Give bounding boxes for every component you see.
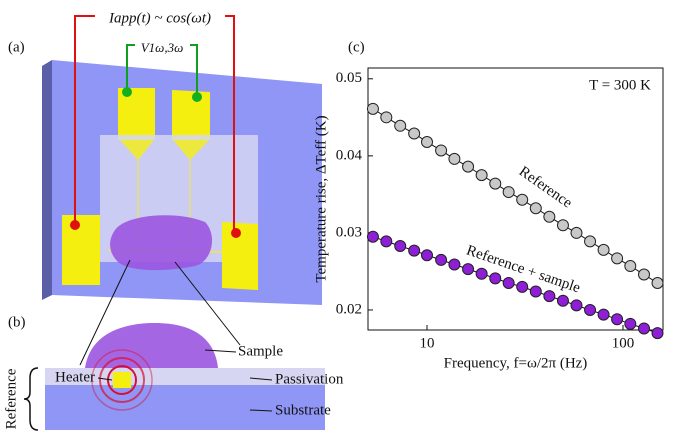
pad: [62, 215, 100, 285]
x-axis-label: Frequency, f=ω/2π (Hz): [444, 355, 588, 371]
brace: [24, 368, 38, 430]
substrate-label: Substrate: [275, 402, 331, 418]
chart: (c) 0.02 0.03 0.04 0.05 10 100 Frequency, f=ω/2…: [313, 39, 663, 371]
y-axis-label: Temperature rise, ΔTeff (K): [313, 115, 329, 282]
data-point: [381, 112, 392, 123]
data-point: [652, 328, 663, 339]
data-point: [449, 259, 460, 270]
data-point: [422, 250, 433, 261]
device-diagram: [42, 8, 322, 365]
data-point: [449, 153, 460, 164]
data-point: [544, 291, 555, 302]
contact: [231, 228, 241, 238]
data-point: [463, 161, 474, 172]
heater-label: Heater: [55, 369, 95, 385]
data-point: [367, 103, 378, 114]
sample-dome: [85, 323, 218, 368]
data-point: [557, 220, 568, 231]
heater-block: [113, 372, 131, 388]
panel-label: (b): [8, 314, 26, 330]
passivation-label: Passivation: [275, 371, 344, 387]
x-tick-label: 100: [612, 335, 635, 351]
data-point: [409, 245, 420, 256]
data-point: [612, 314, 623, 325]
data-point: [367, 231, 378, 242]
contact: [70, 220, 80, 230]
pad: [172, 90, 210, 140]
data-point: [612, 253, 623, 264]
data-point: [598, 244, 609, 255]
data-point: [436, 254, 447, 265]
data-point: [585, 236, 596, 247]
data-point: [639, 269, 650, 280]
data-point: [625, 261, 636, 272]
panel-label: (a): [8, 39, 25, 55]
plot-frame: [368, 68, 663, 330]
voltage-label: V1ω,3ω: [141, 40, 184, 55]
data-point: [503, 277, 514, 288]
data-point: [585, 304, 596, 315]
substrate-edge: [42, 60, 52, 300]
data-point: [517, 194, 528, 205]
data-point: [652, 277, 663, 288]
data-point: [381, 236, 392, 247]
pad: [118, 88, 155, 140]
data-point: [436, 145, 447, 156]
data-point: [395, 120, 406, 131]
contact: [122, 87, 132, 97]
figure: (a) (b) Iapp(t) ~ cos(ωt) V1ω,3ω Sample …: [0, 0, 676, 431]
y-tick-label: 0.05: [336, 70, 362, 86]
data-point: [476, 268, 487, 279]
data-point: [557, 295, 568, 306]
sample-blob: [110, 215, 212, 270]
annotation: T = 300 K: [589, 77, 651, 93]
data-point: [490, 178, 501, 189]
y-tick-label: 0.03: [336, 224, 362, 240]
data-point: [463, 264, 474, 275]
data-point: [490, 273, 501, 284]
data-point: [503, 187, 514, 198]
data-point: [422, 136, 433, 147]
data-point: [639, 323, 650, 334]
contact: [192, 92, 202, 102]
data-point: [530, 286, 541, 297]
data-point: [544, 211, 555, 222]
data-point: [476, 170, 487, 181]
y-tick-label: 0.04: [336, 147, 363, 163]
x-tick-label: 10: [420, 335, 435, 351]
data-point: [409, 128, 420, 139]
y-tick-label: 0.02: [336, 301, 362, 317]
current-label: Iapp(t) ~ cos(ωt): [108, 10, 211, 26]
data-point: [571, 300, 582, 311]
data-point: [571, 227, 582, 238]
data-point: [598, 309, 609, 320]
sample-label: Sample: [238, 343, 283, 359]
panel-label: (c): [348, 39, 365, 55]
data-point: [625, 318, 636, 329]
data-point: [517, 281, 528, 292]
data-point: [530, 203, 541, 214]
data-point: [395, 241, 406, 252]
reference-label: Reference: [3, 368, 19, 429]
